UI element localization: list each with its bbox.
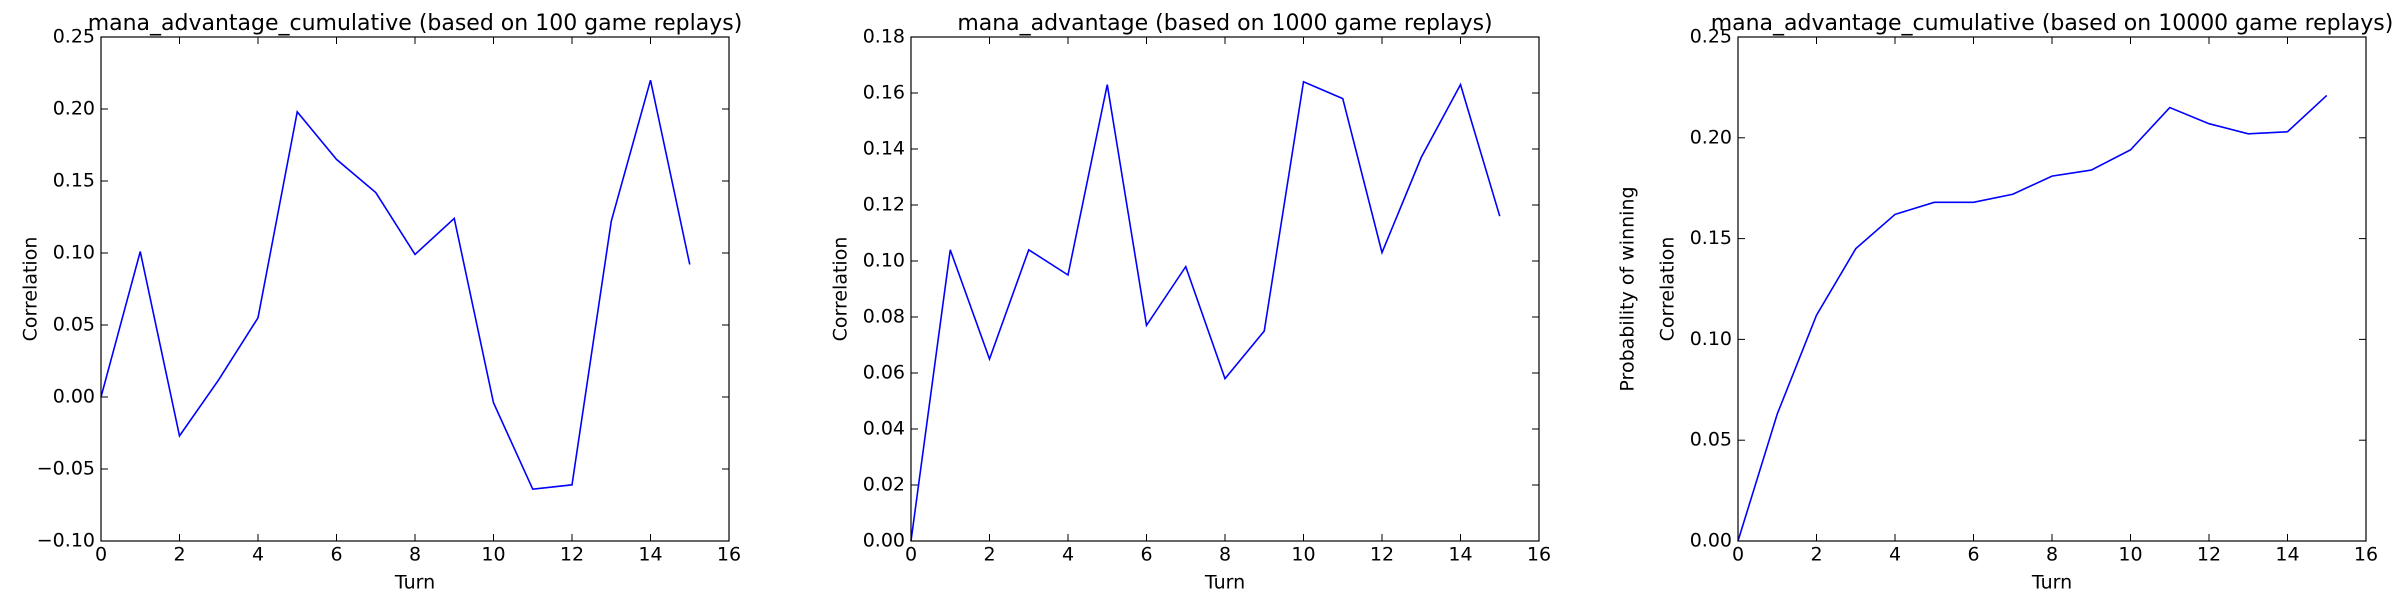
data-line (100, 79, 691, 491)
x-axis-label: Turn (2031, 572, 2072, 594)
y-tick-label: 0.05 (53, 314, 95, 336)
x-tick-label: 4 (252, 544, 264, 566)
x-tick-label: 2 (983, 544, 995, 566)
y-tick-label: −0.05 (37, 458, 95, 480)
data-line (1737, 94, 2328, 542)
x-tick-label: 10 (1291, 544, 1315, 566)
y-tick-label: 0.18 (863, 26, 905, 48)
y-tick-label: 0.00 (53, 386, 95, 408)
y-tick-label: 0.25 (1690, 26, 1732, 48)
y-tick-label: 0.04 (863, 418, 905, 440)
x-tick-label: 6 (1140, 544, 1152, 566)
x-tick-label: 4 (1062, 544, 1074, 566)
y-tick-label: −0.10 (37, 530, 95, 552)
y-axis-label: Correlation (1657, 237, 1679, 342)
x-tick-label: 14 (2275, 544, 2299, 566)
x-tick-label: 16 (2354, 544, 2378, 566)
x-tick-label: 8 (2046, 544, 2058, 566)
data-line (910, 80, 1501, 542)
y-tick-label: 0.10 (53, 242, 95, 264)
x-tick-label: 8 (1219, 544, 1231, 566)
chart-panel: mana_advantage (based on 1000 game repla… (830, 11, 1552, 594)
y-tick-label: 0.10 (1690, 328, 1732, 350)
chart-title: mana_advantage_cumulative (based on 100 … (88, 11, 743, 36)
y-tick-label: 0.20 (1690, 126, 1732, 148)
x-tick-label: 6 (330, 544, 342, 566)
x-axis-label: Turn (1204, 572, 1245, 594)
y-tick-label: 0.14 (863, 138, 905, 160)
chart-title: mana_advantage (based on 1000 game repla… (957, 11, 1492, 36)
x-tick-label: 8 (409, 544, 421, 566)
x-tick-label: 12 (1370, 544, 1394, 566)
x-tick-label: 10 (2118, 544, 2142, 566)
x-tick-label: 0 (905, 544, 917, 566)
x-tick-label: 10 (481, 544, 505, 566)
chart-title: mana_advantage_cumulative (based on 1000… (1711, 11, 2394, 36)
x-tick-label: 12 (2197, 544, 2221, 566)
y-tick-label: 0.08 (863, 306, 905, 328)
x-tick-label: 12 (560, 544, 584, 566)
x-axis-label: Turn (394, 572, 435, 594)
annotation: Probability of winning (1617, 186, 1639, 391)
x-tick-label: 16 (1527, 544, 1551, 566)
x-tick-label: 14 (638, 544, 662, 566)
x-tick-label: 4 (1889, 544, 1901, 566)
y-tick-label: 0.16 (863, 82, 905, 104)
y-tick-label: 0.05 (1690, 429, 1732, 451)
plot-frame (1737, 36, 2367, 542)
y-tick-label: 0.00 (1690, 530, 1732, 552)
x-tick-label: 6 (1967, 544, 1979, 566)
y-tick-label: 0.15 (53, 170, 95, 192)
x-tick-label: 0 (1732, 544, 1744, 566)
x-tick-label: 2 (1810, 544, 1822, 566)
plot-frame (100, 36, 730, 542)
y-tick-label: 0.12 (863, 194, 905, 216)
y-axis-label: Correlation (830, 237, 852, 342)
y-tick-label: 0.02 (863, 474, 905, 496)
plot-frame (910, 36, 1540, 542)
y-tick-label: 0.15 (1690, 227, 1732, 249)
y-tick-label: 0.10 (863, 250, 905, 272)
x-tick-label: 2 (173, 544, 185, 566)
x-tick-label: 14 (1448, 544, 1472, 566)
x-tick-label: 0 (95, 544, 107, 566)
x-tick-label: 16 (717, 544, 741, 566)
y-axis-label: Correlation (20, 237, 42, 342)
chart-panel: mana_advantage_cumulative (based on 100 … (20, 11, 743, 594)
y-tick-label: 0.25 (53, 26, 95, 48)
y-tick-label: 0.06 (863, 362, 905, 384)
y-tick-label: 0.20 (53, 98, 95, 120)
y-tick-label: 0.00 (863, 530, 905, 552)
chart-panel: mana_advantage_cumulative (based on 1000… (1617, 11, 2394, 594)
